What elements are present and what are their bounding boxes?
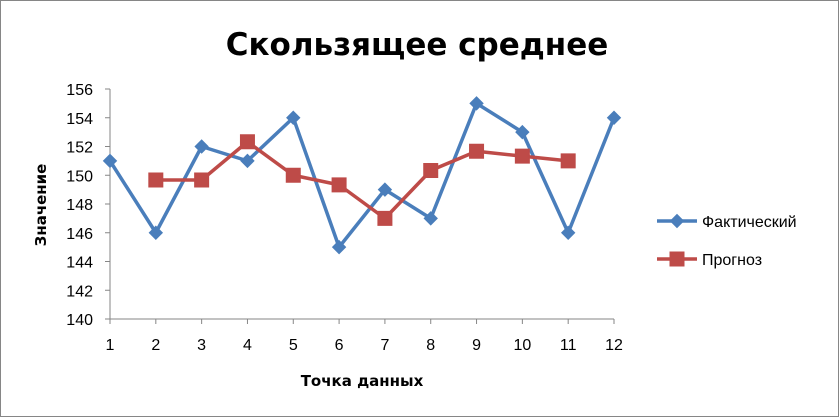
data-point	[514, 148, 530, 164]
series-line	[155, 140, 569, 221]
x-tick-label: 5	[289, 337, 298, 354]
legend-marker	[669, 213, 685, 229]
x-tick-label: 8	[426, 337, 435, 354]
x-tick-label: 7	[380, 337, 389, 354]
series-2	[148, 134, 576, 226]
x-tick-label: 3	[197, 337, 206, 354]
data-point	[194, 139, 209, 154]
legend-item-1: Фактический	[657, 213, 797, 231]
y-axis-label: Значение	[32, 164, 50, 247]
series-1	[102, 96, 622, 255]
data-point	[148, 172, 164, 188]
y-tick-label: 148	[66, 197, 93, 214]
chart-title: Скользящее среднее	[226, 27, 609, 63]
legend-item-2: Прогноз	[657, 251, 762, 269]
data-point	[239, 134, 255, 150]
data-point	[286, 110, 301, 125]
data-point	[515, 124, 530, 140]
data-point	[560, 225, 576, 240]
x-tick-label: 10	[513, 337, 531, 354]
y-tick-label: 150	[66, 168, 93, 185]
x-tick-label: 9	[472, 337, 481, 354]
y-tick-label: 140	[66, 312, 93, 329]
data-point	[377, 210, 393, 226]
x-tick-label: 2	[151, 337, 160, 354]
data-point	[469, 143, 485, 159]
data-point	[469, 96, 484, 111]
legend-label: Прогноз	[702, 252, 762, 269]
y-tick-label: 156	[66, 82, 93, 99]
data-point	[606, 110, 622, 125]
data-point	[240, 153, 255, 169]
series-layer	[102, 96, 622, 255]
y-tick-label: 144	[66, 255, 93, 272]
data-point	[331, 177, 347, 193]
data-point	[148, 225, 164, 240]
data-point	[423, 211, 438, 226]
data-point	[285, 167, 301, 183]
legend-marker	[669, 251, 685, 267]
data-point	[331, 239, 347, 255]
legend: Фактический Прогноз	[657, 213, 797, 269]
x-tick-label: 12	[605, 337, 623, 354]
y-tick-label: 142	[66, 283, 93, 300]
x-axis-label: Точка данных	[301, 372, 424, 390]
series-line	[108, 101, 616, 249]
y-tick-label: 146	[66, 226, 93, 243]
x-tick-label: 11	[560, 337, 577, 354]
data-point	[102, 153, 118, 169]
x-tick-label: 6	[335, 337, 344, 354]
x-tick-labels: 1 2 3 4 5 6 7 8 9 10 11 12	[106, 337, 623, 354]
y-tick-labels: 140 142 144 146 148 150 152 154 156	[66, 82, 93, 329]
x-tick-label: 4	[243, 337, 252, 354]
data-point	[560, 153, 576, 169]
legend-label: Фактический	[702, 214, 797, 231]
data-point	[423, 163, 439, 179]
axes	[105, 88, 615, 324]
y-tick-label: 154	[66, 111, 93, 128]
data-point	[194, 172, 210, 188]
y-tick-label: 152	[66, 140, 93, 157]
x-tick-label: 1	[106, 337, 115, 354]
data-point	[377, 182, 393, 197]
